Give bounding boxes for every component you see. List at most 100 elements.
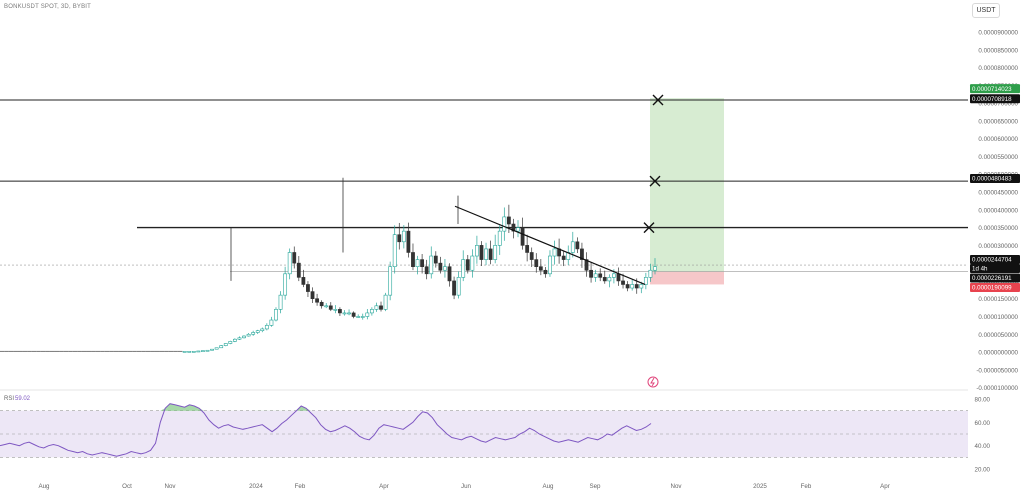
price-tick-label: 0.0000100000 (978, 314, 1018, 321)
candle-body (616, 273, 621, 282)
candle-body (374, 305, 379, 310)
rsi-tick-label: 40.00 (975, 443, 991, 450)
candle-body (264, 325, 269, 330)
x-marker-icon[interactable] (649, 175, 661, 187)
trendline[interactable] (454, 205, 646, 286)
candle-body (274, 309, 278, 321)
candle-body (548, 255, 552, 275)
time-tick-label: Nov (670, 483, 682, 490)
price-labels: 0.0000714023 0.0000708918 0.0000480483 0.00… (970, 84, 1020, 292)
price-tick-label: 0.0000550000 (978, 154, 1018, 161)
price-label-stop: 0.0000190099 (972, 285, 1012, 292)
time-tick-label: Feb (801, 483, 812, 490)
symbol-title: BONKUSDT SPOT, 3D, BYBIT (4, 4, 92, 10)
time-tick-label: Sep (589, 483, 601, 490)
candle-body (187, 351, 192, 353)
candle-body (543, 269, 548, 275)
rsi-axis: 80.00 60.00 40.00 20.00 (975, 397, 991, 474)
candle-body (319, 301, 324, 307)
candle-body (552, 248, 557, 257)
candle-body (598, 273, 603, 278)
price-tick-label: 0.0000850000 (978, 47, 1018, 54)
candle-body (388, 266, 393, 296)
candle-body (196, 350, 201, 353)
candle-body (315, 298, 319, 303)
candle-body (497, 230, 502, 246)
candle-body (475, 245, 479, 257)
time-axis: Aug Oct Nov 2024 Feb Apr Jun Aug Sep Nov 2025 Feb Ap… (38, 483, 889, 490)
rsi-line[interactable] (0, 403, 652, 457)
price-label-countdown: 1d 4h (972, 266, 988, 273)
candle-body (447, 266, 452, 282)
x-marker-icon[interactable] (643, 222, 655, 234)
currency-button[interactable]: USDT (972, 3, 1000, 18)
horizontal-levels (0, 99, 968, 272)
candle-body (461, 259, 466, 278)
rsi-tick-label: 20.00 (975, 467, 991, 474)
price-tick-label: 0.0000150000 (978, 296, 1018, 303)
candle-body (589, 269, 593, 278)
price-label-level: 0.0000480483 (972, 176, 1012, 183)
candle-body (424, 266, 429, 275)
candle-body (415, 259, 420, 267)
candle-body (269, 319, 274, 326)
candle-body (456, 277, 461, 296)
candle-body (593, 273, 598, 278)
candle-body (429, 255, 434, 275)
candle-body (621, 280, 625, 285)
price-label-level: 0.0000708918 (972, 96, 1012, 103)
candle-body (310, 291, 315, 300)
price-tick-label: 0.0000300000 (978, 243, 1018, 250)
price-tick-label: 0.0000400000 (978, 207, 1018, 214)
candle-body (210, 348, 214, 351)
candle-body (561, 255, 566, 260)
candle-body (401, 230, 406, 243)
candle-body (580, 248, 584, 260)
candle-body (575, 241, 580, 250)
candle-body (653, 266, 657, 271)
stop-zone[interactable] (650, 271, 724, 285)
price-axis: 0.0000900000 0.0000850000 0.0000800000 0.00… (976, 30, 1018, 393)
candle-body (232, 338, 237, 342)
candle-body (529, 252, 534, 260)
candle-body (438, 262, 443, 271)
candle-body (242, 335, 246, 339)
candle-body (506, 216, 511, 225)
price-label-level: 0.0000226191 (972, 275, 1012, 282)
candle-body (465, 259, 470, 271)
price-tick-label: -0.0000100000 (976, 385, 1018, 392)
rsi-legend-label: RSI (4, 396, 14, 402)
candle-body (255, 330, 260, 333)
target-zone[interactable] (650, 98, 724, 272)
candle-body (237, 337, 242, 340)
price-tick-label: 0.0000050000 (978, 332, 1018, 339)
rsi-tick-label: 80.00 (975, 397, 991, 404)
candle-body (338, 309, 342, 314)
lightning-ring[interactable] (647, 376, 659, 388)
price-label-box (970, 273, 1020, 283)
candle-body (347, 312, 351, 315)
candle-body (411, 252, 415, 267)
lightning-icon (647, 376, 659, 388)
candle-body (191, 351, 196, 353)
candle-body (643, 277, 648, 285)
candle-body (278, 294, 283, 310)
candle-body (397, 234, 402, 243)
level-markers (643, 94, 664, 234)
price-tick-label: 0.0000650000 (978, 118, 1018, 125)
candle-body (296, 262, 301, 278)
price-label-box (970, 94, 1020, 104)
price-tick-label: 0.0000350000 (978, 225, 1018, 232)
candle-body (328, 305, 333, 310)
candle-body (301, 277, 306, 285)
x-marker-icon[interactable] (652, 94, 664, 106)
candle-body (488, 248, 493, 260)
candle-body (612, 273, 616, 278)
lightning-bolt (650, 377, 655, 387)
candle-body (219, 345, 224, 349)
time-tick-label: Aug (38, 483, 50, 490)
candle-body (493, 245, 498, 260)
candle-body (228, 341, 233, 344)
time-tick-label: Oct (122, 483, 132, 490)
